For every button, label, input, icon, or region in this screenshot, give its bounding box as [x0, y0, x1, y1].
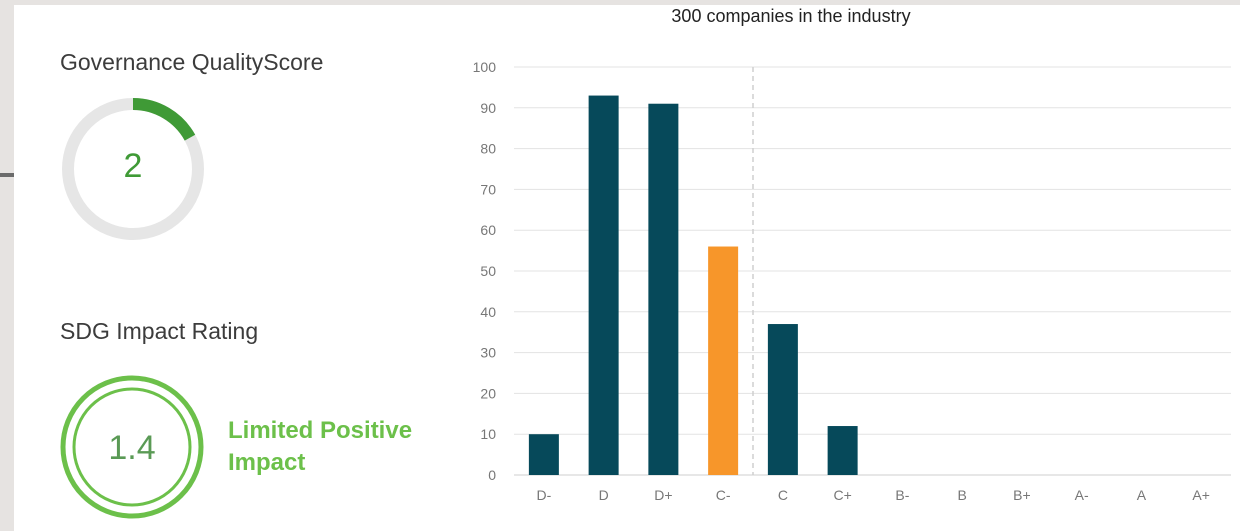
x-tick-label: C+: [833, 487, 851, 503]
x-tick-label: C-: [716, 487, 731, 503]
x-tick-label: C: [778, 487, 788, 503]
sdg-rating-label: Limited Positive Impact: [228, 417, 413, 476]
y-tick-label: 80: [480, 141, 496, 157]
sdg-badge-graphic: [60, 375, 204, 519]
y-tick-label: 10: [480, 426, 496, 442]
sdg-badge-inner-ring: [72, 387, 192, 507]
bar-C: [767, 324, 798, 475]
governance-gauge-graphic: [62, 98, 204, 240]
bar-D-: [528, 434, 559, 475]
x-tick-label: B: [957, 487, 966, 503]
sdg-badge-outer-ring: [60, 375, 204, 519]
chart-grid: [514, 66, 1231, 476]
x-tick-label: A-: [1075, 487, 1089, 503]
rating-card: Governance QualityScore 2 SDG Impact Rat…: [14, 5, 1240, 531]
x-tick-label: B-: [895, 487, 909, 503]
distribution-chart: 300 companies in the industry 0 10 20 30 40 5…: [473, 6, 1231, 503]
governance-gauge: 2: [59, 95, 207, 243]
y-tick-label: 30: [480, 345, 496, 361]
x-tick-label: D: [599, 487, 609, 503]
chart-x-ticks: D- D D+ C- C C+ B- B B+ A- A A+: [536, 487, 1209, 503]
bar-C+: [827, 426, 858, 475]
bar-D+: [648, 103, 679, 475]
y-tick-label: 60: [480, 222, 496, 238]
governance-score-value: 2: [123, 147, 143, 185]
x-tick-label: A: [1137, 487, 1147, 503]
y-tick-label: 100: [473, 59, 497, 75]
y-tick-label: 40: [480, 304, 496, 320]
bar-D: [588, 95, 619, 475]
chart-y-ticks: 0 10 20 30 40 50 60 70 80 90 100: [473, 59, 497, 483]
y-tick-label: 50: [480, 263, 496, 279]
y-tick-label: 0: [488, 467, 496, 483]
y-tick-label: 20: [480, 385, 496, 401]
bar-C-: [708, 246, 739, 475]
sdg-rating-value: 1.4: [108, 429, 156, 467]
governance-title: Governance QualityScore: [60, 49, 324, 75]
chart-bars: [528, 95, 858, 475]
sdg-title: SDG Impact Rating: [60, 318, 259, 344]
x-tick-label: D-: [536, 487, 551, 503]
x-tick-label: B+: [1013, 487, 1031, 503]
sdg-badge: 1.4: [58, 373, 206, 521]
x-tick-label: D+: [654, 487, 672, 503]
y-tick-label: 70: [480, 181, 496, 197]
x-tick-label: A+: [1192, 487, 1210, 503]
governance-gauge-arc: [132, 98, 196, 141]
y-tick-label: 90: [480, 100, 496, 116]
chart-title: 300 companies in the industry: [671, 6, 910, 26]
